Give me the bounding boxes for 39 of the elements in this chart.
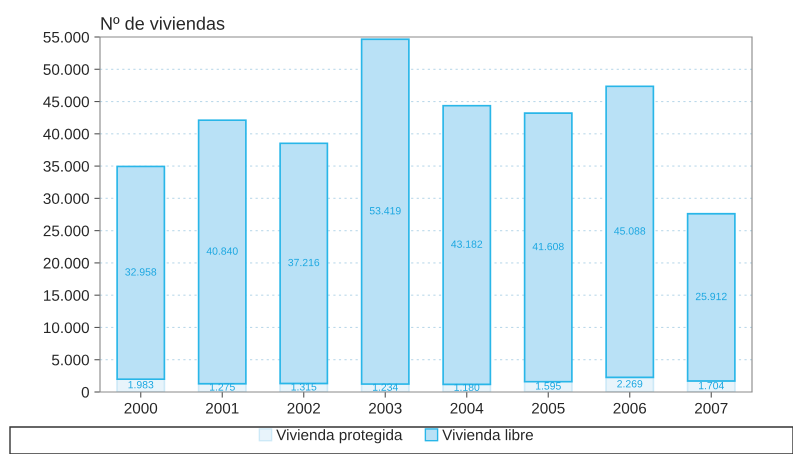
data-label: 1.234 — [373, 383, 398, 391]
data-label: 2.269 — [617, 380, 642, 388]
data-label: 1.275 — [210, 383, 235, 391]
data-label: 37.216 — [288, 258, 320, 266]
y-tick-label: 45.000 — [43, 96, 89, 108]
y-tick-label: 10.000 — [44, 322, 89, 334]
data-label: 53.419 — [370, 207, 401, 214]
data-label: 25.912 — [696, 292, 727, 300]
data-label: 1.704 — [699, 382, 724, 390]
y-tick-label: 35.000 — [43, 160, 89, 172]
y-tick-label: 30.000 — [43, 193, 89, 204]
x-tick-label: 2000 — [124, 402, 158, 414]
y-tick-label: 0 — [82, 386, 89, 398]
x-tick-label: 2007 — [695, 402, 728, 414]
data-label: 1.595 — [536, 382, 561, 390]
data-label: 1.983 — [128, 381, 154, 388]
x-tick-label: 2002 — [288, 402, 320, 414]
y-tick-label: 20.000 — [44, 258, 89, 269]
y-axis-title: Nº de viviendas — [101, 16, 224, 30]
x-tick-label: 2003 — [369, 402, 402, 414]
y-tick-label: 5.000 — [52, 354, 89, 366]
data-label: 40.840 — [206, 247, 238, 255]
y-tick-label: 50.000 — [43, 64, 89, 75]
x-tick-label: 2006 — [614, 402, 646, 414]
y-tick-label: 40.000 — [43, 128, 89, 140]
data-label: 1.180 — [454, 384, 480, 391]
x-tick-label: 2005 — [532, 402, 565, 414]
x-tick-label: 2001 — [206, 402, 238, 414]
data-label: 41.608 — [532, 242, 564, 250]
legend-label: Vivienda libre — [442, 429, 533, 440]
y-tick-label: 25.000 — [44, 226, 89, 236]
data-label: 45.088 — [614, 227, 646, 235]
data-label: 43.182 — [451, 240, 482, 248]
y-tick-label: 15.000 — [44, 290, 89, 301]
data-label: 1.315 — [292, 383, 316, 391]
legend-label: Vivienda protegida — [276, 429, 402, 444]
data-label: 32.958 — [125, 268, 156, 276]
y-tick-label: 55.000 — [43, 32, 89, 43]
x-tick-label: 2004 — [450, 402, 484, 414]
